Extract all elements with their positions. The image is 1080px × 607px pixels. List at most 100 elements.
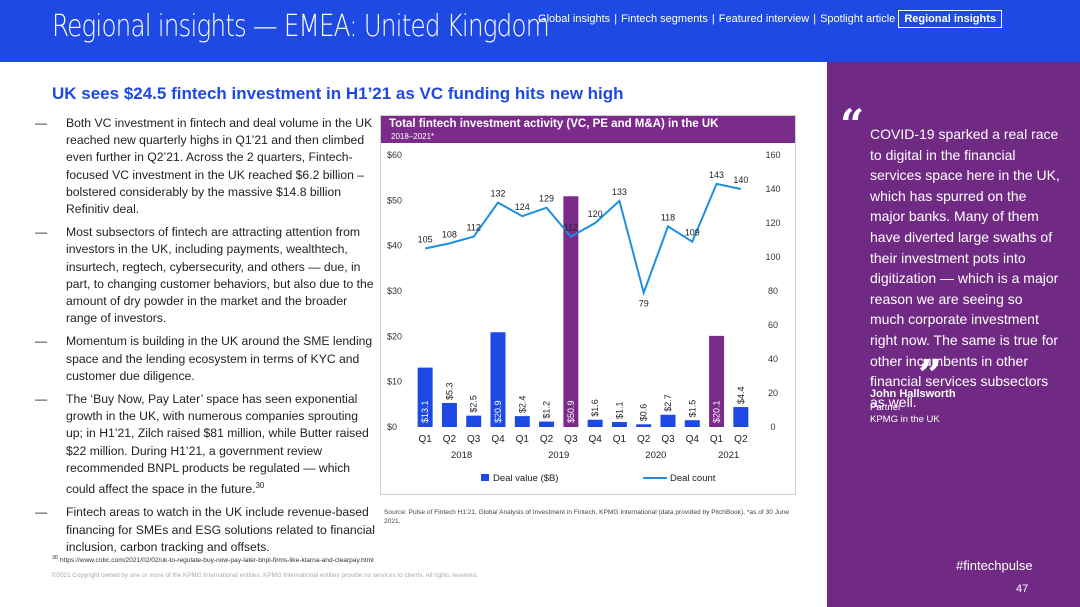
copyright-notice: ©2021 Copyright owned by one or more of … bbox=[52, 572, 478, 579]
bar-deal-value bbox=[587, 419, 603, 427]
bullet-text: Both VC investment in fintech and deal v… bbox=[66, 116, 373, 217]
hashtag[interactable]: #fintechpulse bbox=[956, 558, 1033, 573]
line-data-label: 133 bbox=[612, 187, 627, 197]
footnote-ref: 30 bbox=[255, 481, 265, 491]
bar-data-label: $2.4 bbox=[517, 396, 527, 414]
y-right-tick-label: 20 bbox=[768, 388, 778, 398]
y-left-tick-label: $0 bbox=[387, 422, 397, 432]
y-left-tick-label: $20 bbox=[387, 331, 402, 341]
bar-deal-value bbox=[466, 415, 482, 427]
nav-fintech-segments[interactable]: Fintech segments bbox=[621, 13, 708, 25]
y-right-tick-label: 100 bbox=[765, 252, 780, 262]
x-tick-label: Q2 bbox=[637, 434, 651, 445]
x-tick-label: Q4 bbox=[491, 434, 505, 445]
nav-separator: | bbox=[813, 13, 817, 25]
bar-data-label: $4.4 bbox=[736, 387, 746, 405]
footnote-url[interactable]: https://www.cnbc.com/2021/02/02/uk-to-re… bbox=[59, 557, 374, 565]
bullet-item: — Most subsectors of fintech are attract… bbox=[35, 224, 375, 327]
footnote: 30 https://www.cnbc.com/2021/02/02/uk-to… bbox=[52, 555, 374, 564]
bullet-dash: — bbox=[35, 225, 48, 240]
y-left-tick-label: $30 bbox=[387, 286, 402, 296]
line-data-label: 140 bbox=[733, 175, 748, 185]
page-number: 47 bbox=[1016, 583, 1029, 595]
bullet-dash: — bbox=[35, 505, 48, 520]
x-tick-label: Q4 bbox=[588, 434, 602, 445]
chart-title: Total fintech investment activity (VC, P… bbox=[389, 118, 719, 130]
y-left-tick-label: $60 bbox=[387, 150, 402, 160]
line-data-label: 118 bbox=[661, 212, 675, 222]
bullet-text: Most subsectors of fintech are attractin… bbox=[66, 225, 374, 326]
quote-text: COVID-19 sparked a real race to digital … bbox=[870, 126, 1060, 410]
x-tick-label: Q1 bbox=[710, 434, 724, 445]
y-right-tick-label: 140 bbox=[765, 184, 780, 194]
bullet-item: — Momentum is building in the UK around … bbox=[35, 333, 375, 385]
bar-data-label: $20.1 bbox=[712, 400, 722, 423]
bar-deal-value bbox=[514, 416, 530, 427]
y-right-tick-label: 60 bbox=[768, 320, 778, 330]
line-data-label: 79 bbox=[639, 299, 649, 309]
bar-data-label: $2.7 bbox=[663, 394, 673, 412]
y-right-tick-label: 80 bbox=[768, 286, 778, 296]
bullet-text: Fintech areas to watch in the UK include… bbox=[66, 505, 375, 554]
x-year-label: 2019 bbox=[548, 450, 569, 461]
nav-spotlight-article[interactable]: Spotlight article bbox=[820, 13, 896, 25]
footnote-number: 30 bbox=[52, 555, 59, 561]
legend-label-deal-value: Deal value ($B) bbox=[493, 473, 558, 484]
bar-deal-value bbox=[563, 196, 579, 427]
nav-global-insights[interactable]: Global insights bbox=[538, 13, 611, 25]
bullet-item: — Both VC investment in fintech and deal… bbox=[35, 115, 375, 218]
y-right-tick-label: 0 bbox=[770, 422, 775, 432]
x-tick-label: Q2 bbox=[540, 434, 554, 445]
line-data-label: 120 bbox=[588, 209, 603, 219]
x-tick-label: Q2 bbox=[734, 434, 748, 445]
bar-data-label: $1.5 bbox=[687, 400, 697, 418]
x-tick-label: Q1 bbox=[516, 434, 530, 445]
y-right-tick-label: 120 bbox=[765, 218, 780, 228]
y-right-tick-label: 40 bbox=[768, 354, 778, 364]
bar-data-label: $20.9 bbox=[493, 400, 503, 423]
bar-deal-value bbox=[733, 407, 749, 427]
close-quote-icon: ” bbox=[918, 351, 943, 400]
quote-author-role: Partner bbox=[870, 402, 902, 413]
line-data-label: 129 bbox=[539, 194, 554, 204]
bar-deal-value bbox=[684, 420, 700, 427]
bar-deal-value bbox=[611, 422, 627, 427]
bar-deal-value bbox=[539, 421, 555, 427]
bar-deal-value bbox=[490, 332, 506, 427]
bullet-item: — The ‘Buy Now, Pay Later’ space has see… bbox=[35, 391, 375, 498]
bar-data-label: $1.6 bbox=[590, 399, 600, 417]
bullet-text: The ‘Buy Now, Pay Later’ space has seen … bbox=[66, 392, 369, 497]
line-data-label: 132 bbox=[490, 189, 505, 199]
bar-data-label: $2.5 bbox=[469, 395, 479, 413]
nav-featured-interview[interactable]: Featured interview bbox=[718, 13, 810, 25]
nav-separator: | bbox=[711, 13, 715, 25]
line-deal-count bbox=[424, 182, 742, 297]
bar-data-label: $1.1 bbox=[614, 401, 624, 419]
line-data-label: 112 bbox=[564, 223, 578, 233]
x-year-label: 2020 bbox=[645, 450, 666, 461]
quote-author-org: KPMG in the UK bbox=[870, 414, 940, 425]
bar-data-label: $0.6 bbox=[639, 404, 649, 422]
chart-subtitle: 2018–2021* bbox=[391, 132, 435, 141]
y-left-tick-label: $50 bbox=[387, 195, 402, 205]
x-tick-label: Q4 bbox=[686, 434, 700, 445]
x-tick-label: Q2 bbox=[443, 434, 457, 445]
nav-regional-insights[interactable]: Regional insights bbox=[898, 10, 1002, 28]
quote-sidebar bbox=[827, 62, 1080, 607]
x-tick-label: Q1 bbox=[418, 434, 432, 445]
bullet-dash: — bbox=[35, 334, 48, 349]
section-headline: UK sees $24.5 fintech investment in H1’2… bbox=[52, 84, 624, 103]
legend-label-deal-count: Deal count bbox=[670, 473, 716, 484]
x-tick-label: Q1 bbox=[613, 434, 627, 445]
y-left-tick-label: $10 bbox=[387, 377, 402, 387]
x-tick-label: Q3 bbox=[661, 434, 675, 445]
x-year-label: 2018 bbox=[451, 450, 472, 461]
bullet-item: — Fintech areas to watch in the UK inclu… bbox=[35, 504, 375, 556]
chart-header: Total fintech investment activity (VC, P… bbox=[381, 116, 795, 143]
bar-data-label: $13.1 bbox=[420, 400, 430, 423]
bar-deal-value bbox=[441, 402, 457, 427]
chart-panel: Total fintech investment activity (VC, P… bbox=[380, 115, 796, 495]
line-data-label: 143 bbox=[709, 170, 724, 180]
open-quote-icon: “ bbox=[840, 100, 865, 149]
bar-data-label: $1.2 bbox=[542, 401, 552, 419]
